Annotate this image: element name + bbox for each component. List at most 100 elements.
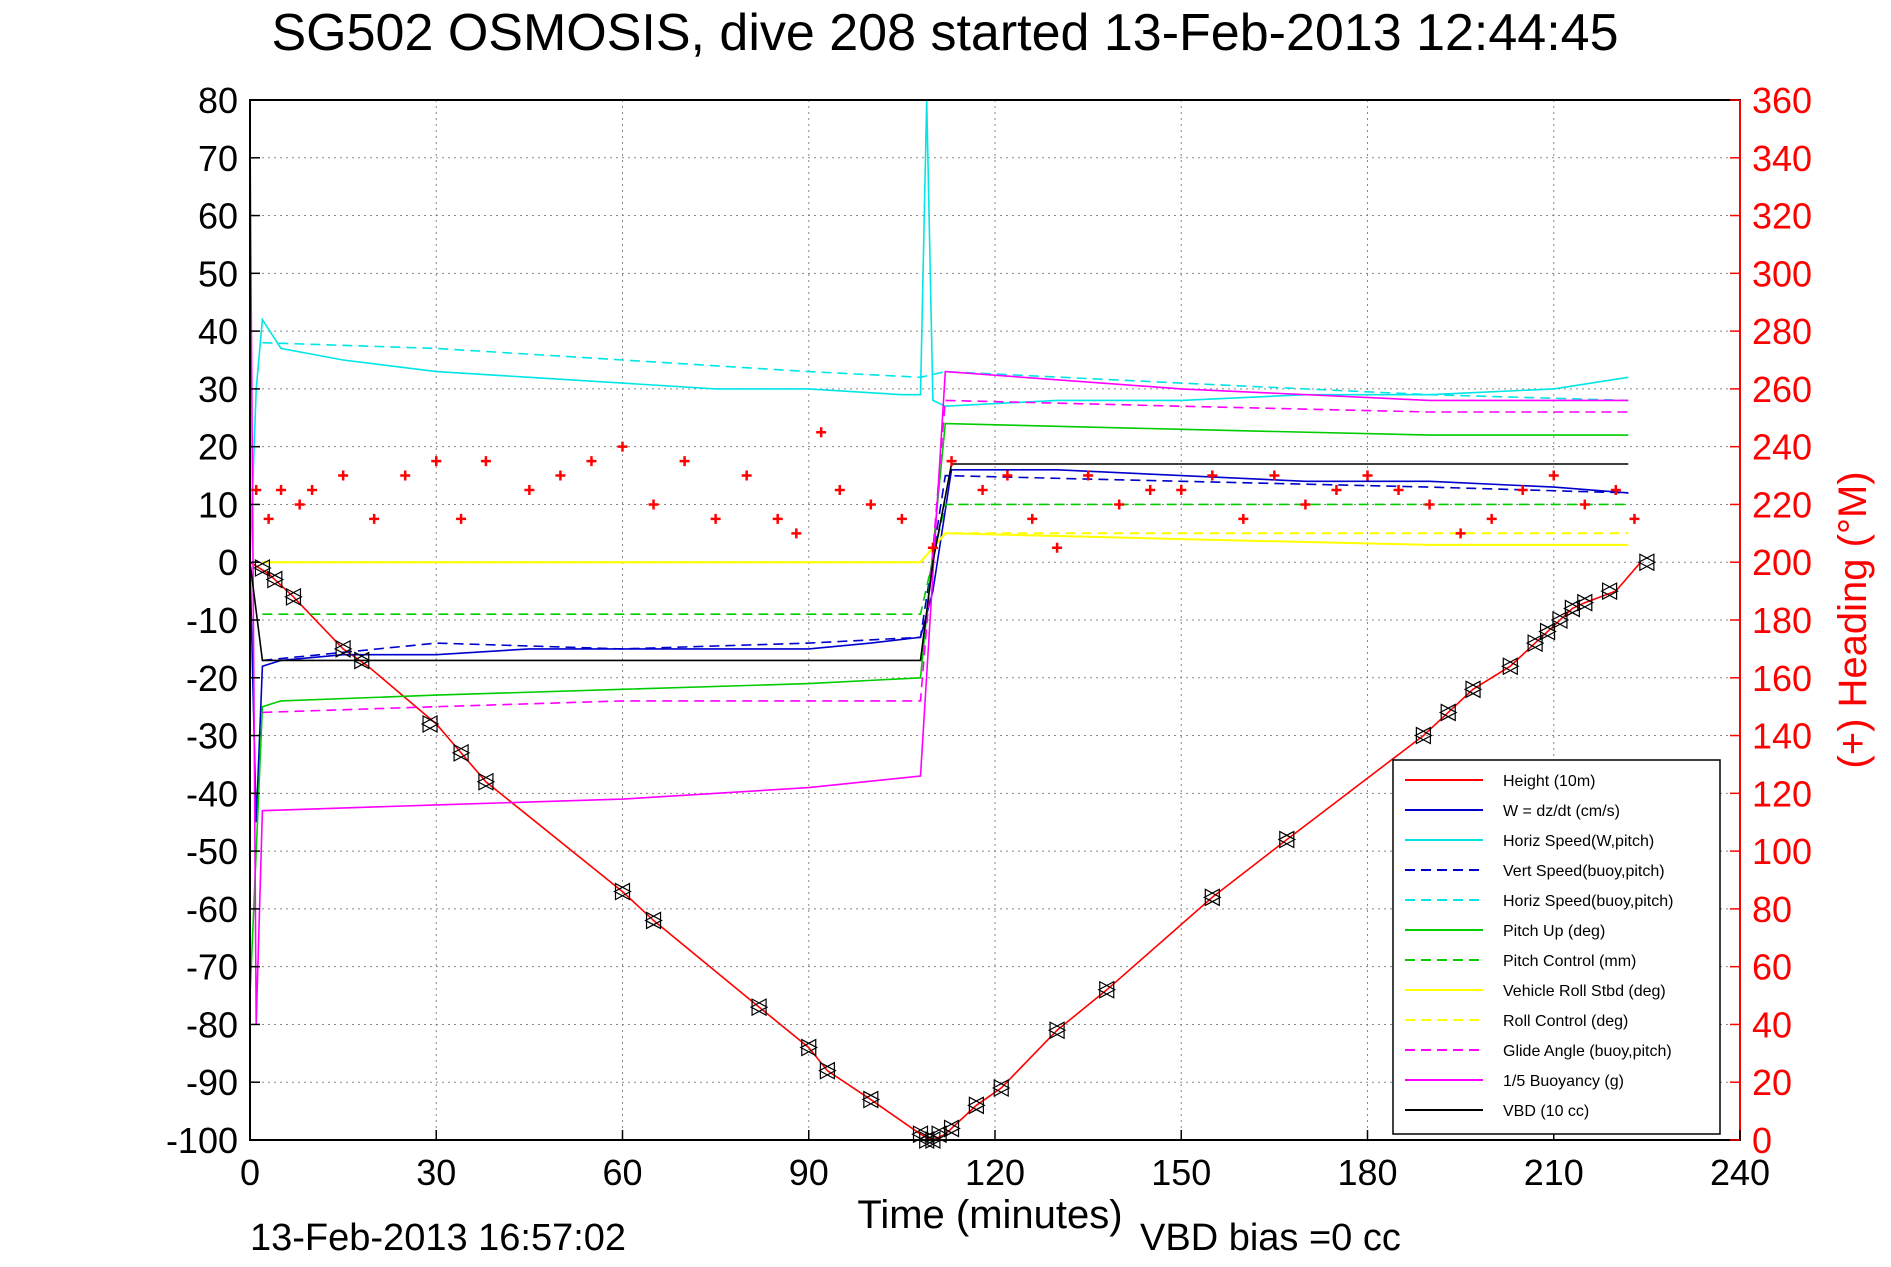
heading-point <box>1548 470 1559 481</box>
heading-point <box>1027 513 1038 524</box>
height-marker <box>749 998 769 1017</box>
heading-point <box>679 456 690 467</box>
series-pitch-up-deg <box>249 422 1629 996</box>
x-tick-label: 120 <box>965 1152 1025 1193</box>
x-tick-label: 150 <box>1151 1152 1211 1193</box>
y-tick-label: 30 <box>198 369 238 410</box>
heading-point <box>1207 470 1218 481</box>
heading-point <box>1579 499 1590 510</box>
series-vert-speed-buoy-pitch <box>262 474 1629 662</box>
height-marker <box>451 743 471 762</box>
heading-point <box>1052 542 1063 553</box>
y2-tick-label: 160 <box>1752 658 1812 699</box>
series-glide-angle-buoy-pitch <box>262 399 1629 714</box>
heading-point <box>431 456 442 467</box>
series-heading <box>251 427 1640 553</box>
height-marker <box>265 570 285 589</box>
heading-point <box>294 499 305 510</box>
y2-tick-label: 60 <box>1752 947 1792 988</box>
heading-point <box>1331 485 1342 495</box>
y-tick-label: -30 <box>186 716 238 757</box>
y2-tick-label: 200 <box>1752 542 1812 583</box>
height-marker <box>476 772 496 791</box>
heading-point <box>1393 485 1404 495</box>
legend-entry: Glide Angle (buoy,pitch) <box>1503 1043 1672 1060</box>
y-tick-label: 40 <box>198 311 238 352</box>
y2-tick-label: 340 <box>1752 138 1812 179</box>
legend-entry: Vehicle Roll Stbd (deg) <box>1503 983 1666 1000</box>
y-tick-label: -10 <box>186 600 238 641</box>
height-marker <box>1463 680 1483 699</box>
heading-point <box>1269 470 1280 481</box>
legend: Height (10m) W = dz/dt (cm/s) Horiz Speed(… <box>1392 759 1721 1135</box>
heading-point <box>307 485 318 495</box>
y2-tick-label: 360 <box>1752 80 1812 121</box>
heading-point <box>1424 499 1435 510</box>
heading-point <box>251 485 262 495</box>
series-1-5-buoyancy-g <box>249 128 1629 1025</box>
y2-tick-label: 300 <box>1752 253 1812 294</box>
heading-point <box>648 499 659 510</box>
y2-tick-label: 180 <box>1752 600 1812 641</box>
chart-title: SG502 OSMOSIS, dive 208 started 13-Feb-2… <box>271 4 1618 62</box>
y2-tick-label: 80 <box>1752 889 1792 930</box>
legend-entry: Horiz Speed(W,pitch) <box>1503 833 1654 850</box>
series-height-10m <box>249 561 1642 1141</box>
height-marker <box>352 651 372 670</box>
heading-point <box>1238 513 1249 524</box>
heading-point <box>400 470 411 481</box>
footer-vbd-bias: VBD bias =0 cc <box>1140 1217 1401 1259</box>
y2-tick-label: 220 <box>1752 484 1812 525</box>
height-marker <box>333 639 353 658</box>
legend-entry: Vert Speed(buoy,pitch) <box>1503 863 1665 880</box>
height-marker <box>1277 830 1297 849</box>
height-marker <box>1097 980 1117 999</box>
heading-point <box>586 456 597 467</box>
height-marker <box>253 559 272 577</box>
legend-entry: Pitch Control (mm) <box>1503 953 1636 970</box>
y-tick-label: 10 <box>198 484 238 525</box>
height-marker <box>1525 634 1545 653</box>
heading-point <box>555 470 566 481</box>
y-tick-label: -20 <box>186 658 238 699</box>
height-marker <box>942 1119 961 1138</box>
y2-tick-label: 320 <box>1752 196 1812 237</box>
y2-tick-label: 260 <box>1752 369 1812 410</box>
legend-entry: Horiz Speed(buoy,pitch) <box>1503 893 1673 910</box>
series-w-dz-dt-cm-s <box>249 468 1629 823</box>
y2-tick-label: 240 <box>1752 427 1812 468</box>
y2-tick-label: 100 <box>1752 831 1812 872</box>
heading-point <box>1145 485 1156 495</box>
y-tick-label: -100 <box>166 1120 238 1161</box>
heading-point <box>834 485 845 495</box>
y-tick-label: -70 <box>186 947 238 988</box>
x-tick-label: 90 <box>789 1152 829 1193</box>
y-tick-label: -60 <box>186 889 238 930</box>
height-marker <box>929 1125 949 1144</box>
series-vehicle-roll-stbd-deg <box>262 532 1629 564</box>
heading-point <box>456 513 467 524</box>
height-marker <box>1550 611 1570 629</box>
x-tick-label: 210 <box>1524 1152 1584 1193</box>
x-tick-label: 180 <box>1337 1152 1397 1193</box>
y-tick-label: 60 <box>198 196 238 237</box>
y-tick-label: -90 <box>186 1062 238 1103</box>
y2-axis-label: (+) Heading (°M) <box>1831 471 1875 768</box>
y-tick-label: 20 <box>198 427 238 468</box>
y2-tick-label: 280 <box>1752 311 1812 352</box>
heading-point <box>1002 470 1013 481</box>
series-vbd-10-cc <box>249 463 1629 662</box>
height-marker <box>644 911 663 930</box>
height-marker <box>799 1038 819 1057</box>
heading-point <box>896 513 907 524</box>
heading-point <box>791 528 802 539</box>
heading-point <box>369 513 380 524</box>
y2-tick-label: 0 <box>1752 1120 1772 1161</box>
height-marker <box>1637 553 1657 572</box>
height-marker <box>1501 657 1520 676</box>
height-marker <box>818 1061 837 1080</box>
heading-point <box>1610 485 1621 495</box>
y-tick-label: -50 <box>186 831 238 872</box>
